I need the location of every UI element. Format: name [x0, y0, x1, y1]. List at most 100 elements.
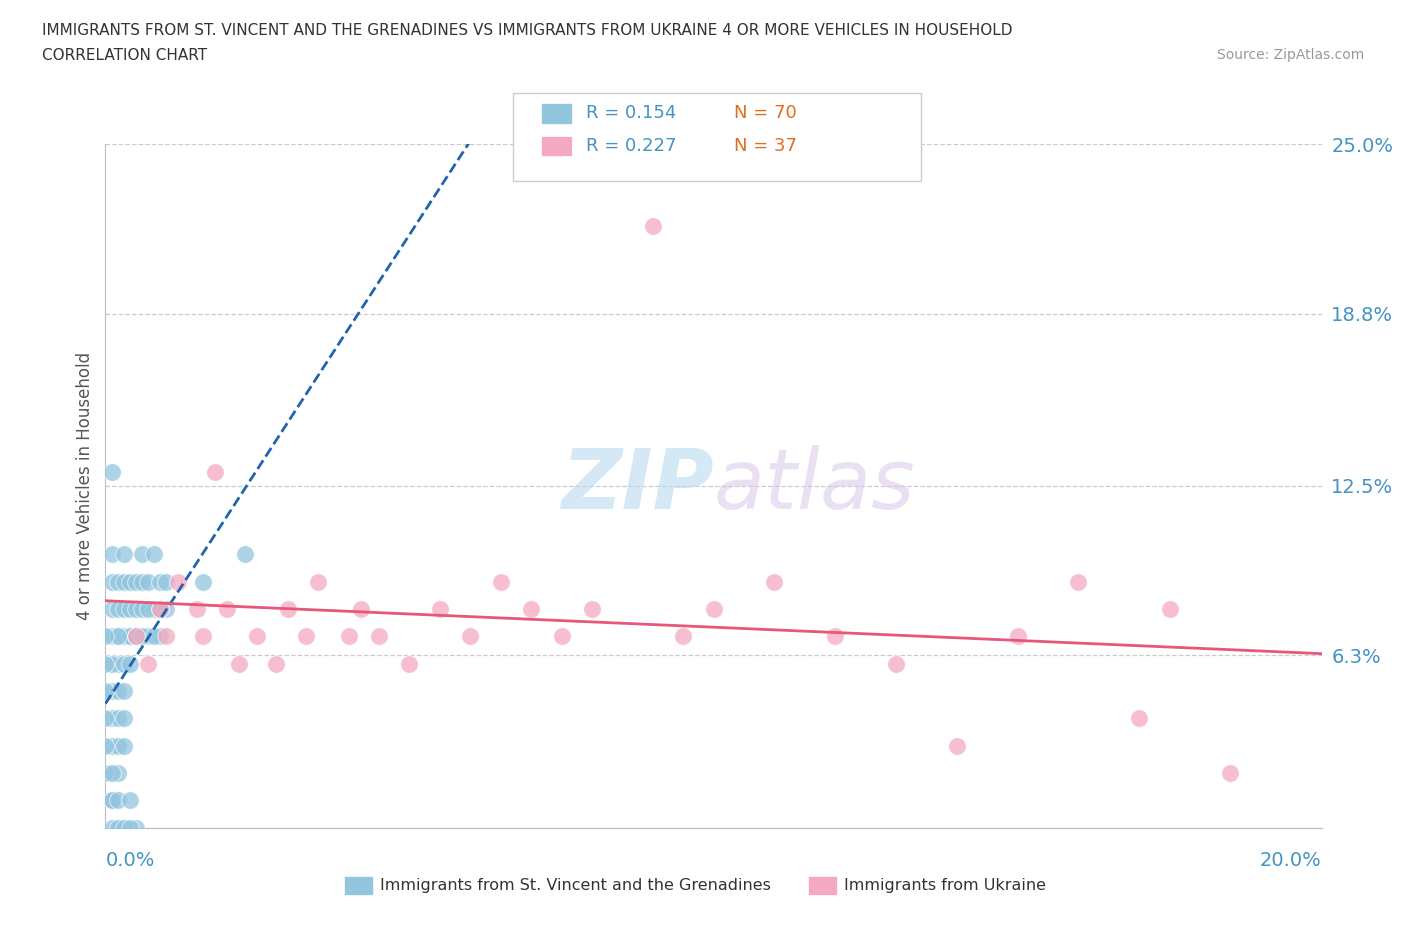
Text: 20.0%: 20.0% — [1260, 851, 1322, 870]
Point — [100, 820, 122, 835]
Point — [641, 219, 664, 233]
Point — [1128, 711, 1150, 725]
Point — [118, 657, 141, 671]
Point — [458, 629, 481, 644]
Point — [131, 602, 153, 617]
Point — [94, 738, 117, 753]
Point — [264, 657, 287, 671]
Point — [112, 657, 135, 671]
Point — [107, 765, 129, 780]
Point — [884, 657, 907, 671]
Point — [368, 629, 391, 644]
Point — [204, 465, 226, 480]
Point — [100, 602, 122, 617]
Point — [307, 574, 329, 589]
Point — [100, 657, 122, 671]
Point — [100, 711, 122, 725]
Text: IMMIGRANTS FROM ST. VINCENT AND THE GRENADINES VS IMMIGRANTS FROM UKRAINE 4 OR M: IMMIGRANTS FROM ST. VINCENT AND THE GREN… — [42, 23, 1012, 38]
Point — [118, 629, 141, 644]
Text: 0.0%: 0.0% — [105, 851, 155, 870]
Point — [702, 602, 725, 617]
Point — [489, 574, 512, 589]
Point — [149, 602, 172, 617]
Point — [131, 547, 153, 562]
Point — [125, 629, 148, 644]
Point — [149, 602, 172, 617]
Point — [100, 684, 122, 698]
Text: R = 0.227: R = 0.227 — [586, 137, 676, 155]
Point — [125, 629, 148, 644]
Point — [672, 629, 695, 644]
Point — [112, 820, 135, 835]
Point — [118, 793, 141, 808]
Point — [228, 657, 250, 671]
Point — [1159, 602, 1181, 617]
Point — [520, 602, 543, 617]
Point — [112, 711, 135, 725]
Point — [112, 820, 135, 835]
Point — [143, 547, 166, 562]
Text: Immigrants from Ukraine: Immigrants from Ukraine — [844, 878, 1046, 893]
Point — [100, 765, 122, 780]
Point — [107, 793, 129, 808]
Point — [233, 547, 256, 562]
Point — [94, 684, 117, 698]
Point — [118, 820, 141, 835]
Point — [136, 574, 159, 589]
Text: Source: ZipAtlas.com: Source: ZipAtlas.com — [1216, 48, 1364, 62]
Point — [824, 629, 846, 644]
Point — [131, 574, 153, 589]
Point — [112, 574, 135, 589]
Point — [94, 657, 117, 671]
Point — [118, 574, 141, 589]
Point — [112, 602, 135, 617]
Point — [125, 820, 148, 835]
Text: N = 37: N = 37 — [734, 137, 797, 155]
Point — [94, 711, 117, 725]
Point — [107, 629, 129, 644]
Point — [107, 574, 129, 589]
Point — [100, 738, 122, 753]
Point — [149, 629, 172, 644]
Point — [155, 629, 177, 644]
Point — [136, 602, 159, 617]
Point — [100, 547, 122, 562]
Text: N = 70: N = 70 — [734, 104, 797, 123]
Point — [94, 629, 117, 644]
Point — [107, 602, 129, 617]
Point — [125, 574, 148, 589]
Point — [155, 602, 177, 617]
Point — [136, 629, 159, 644]
Text: ZIP: ZIP — [561, 445, 713, 526]
Point — [94, 765, 117, 780]
Point — [125, 629, 148, 644]
Point — [107, 657, 129, 671]
Point — [107, 820, 129, 835]
Point — [191, 574, 214, 589]
Point — [131, 629, 153, 644]
Point — [1219, 765, 1241, 780]
Point — [149, 574, 172, 589]
Point — [100, 465, 122, 480]
Point — [136, 657, 159, 671]
Point — [107, 684, 129, 698]
Point — [350, 602, 373, 617]
Point — [107, 711, 129, 725]
Point — [107, 629, 129, 644]
Point — [118, 629, 141, 644]
Point — [118, 602, 141, 617]
Point — [112, 629, 135, 644]
Y-axis label: 4 or more Vehicles in Household: 4 or more Vehicles in Household — [76, 352, 94, 620]
Point — [100, 793, 122, 808]
Point — [217, 602, 239, 617]
Point — [295, 629, 318, 644]
Point — [107, 738, 129, 753]
Point — [337, 629, 360, 644]
Text: CORRELATION CHART: CORRELATION CHART — [42, 48, 207, 63]
Point — [277, 602, 299, 617]
Point — [186, 602, 208, 617]
Point — [125, 602, 148, 617]
Point — [167, 574, 190, 589]
Point — [155, 574, 177, 589]
Point — [246, 629, 269, 644]
